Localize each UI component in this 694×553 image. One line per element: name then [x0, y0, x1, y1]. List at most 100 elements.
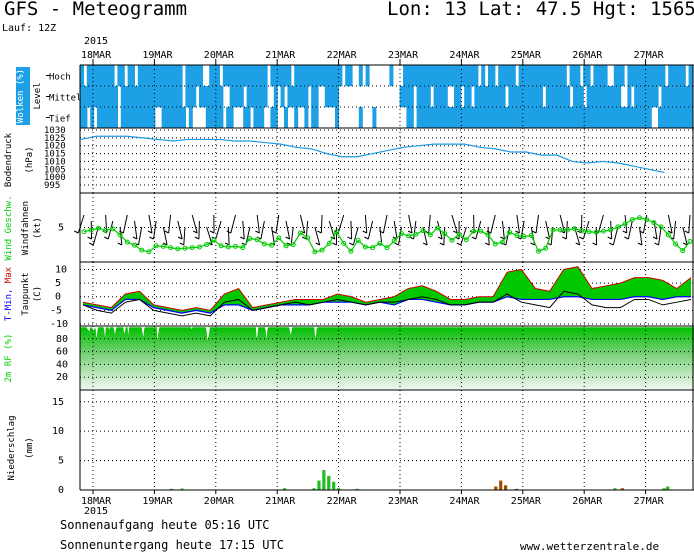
wind-barb-flag [349, 242, 354, 246]
cloud-cell [661, 65, 666, 87]
cloud-cell [556, 65, 560, 87]
cloud-cell [168, 65, 173, 87]
wind-barb-flag [271, 230, 277, 234]
cloud-cell [304, 65, 309, 87]
wind-barb [162, 226, 168, 246]
temp-tick-label: -5 [50, 305, 62, 316]
cloud-cell [552, 86, 557, 108]
cloud-cell [314, 86, 319, 108]
cloud-cell [423, 86, 428, 108]
cloud-cell [212, 107, 217, 129]
cloud-cell [603, 86, 608, 108]
wind-speed-point [456, 231, 462, 237]
cloud-cell [399, 86, 404, 108]
cloud-cell [637, 107, 642, 129]
cloud-cell [603, 107, 608, 129]
wind-speed-point [687, 239, 693, 245]
cloud-cell [219, 107, 224, 129]
cloud-cell [83, 86, 88, 108]
wind-speed-point [348, 248, 354, 254]
cloud-cell [647, 107, 652, 129]
cloud-cell [573, 107, 577, 129]
cloud-cell [488, 107, 492, 129]
wind-speed-point [637, 215, 642, 221]
cloud-cell [120, 65, 125, 87]
cloud-cell [549, 86, 554, 108]
wind-speed-point [384, 245, 390, 251]
wind-barb [516, 214, 520, 234]
cloud-cell [209, 65, 214, 87]
wind-barb-flag [119, 230, 124, 234]
wind-axis-title: Wind Geschw. [4, 195, 14, 260]
wind-barb [501, 220, 505, 240]
wind-speed-point [629, 217, 635, 223]
date-label-bottom: 25MAR [511, 496, 542, 507]
cloud-cell [192, 65, 197, 87]
cloud-cell [539, 65, 543, 87]
cloud-cell [542, 65, 547, 87]
wind-barb [148, 214, 153, 234]
cloud-cell [311, 107, 316, 129]
cloud-cell [114, 107, 118, 129]
cloud-cell [518, 86, 523, 108]
cloud-cell [613, 86, 618, 108]
cloud-cell [532, 86, 537, 108]
sunrise-text: Sonnenaufgang heute 05:16 UTC [60, 518, 270, 532]
wind-speed-point [492, 241, 498, 247]
wind-speed-point [680, 248, 686, 254]
wind-speed-point [586, 229, 592, 235]
cloud-cell [250, 86, 254, 108]
temp-axis-title-max: Max [4, 266, 14, 283]
wind-barb-flag [530, 242, 535, 246]
cloud-cell [596, 86, 601, 108]
wind-barb [134, 220, 138, 240]
cloud-cell [678, 86, 683, 108]
wind-speed-point [564, 227, 570, 233]
cloud-cell [671, 65, 676, 87]
cloud-cell [182, 107, 186, 129]
wind-barb-flag [255, 230, 260, 234]
cloud-cell [253, 86, 258, 108]
cloud-cell [127, 65, 132, 87]
wind-speed-point [189, 245, 195, 251]
cloud-cell [457, 86, 462, 108]
wind-speed-point [95, 225, 101, 231]
cloud-cell [559, 65, 564, 87]
cloud-cell [131, 107, 135, 129]
date-label-top: 26MAR [572, 50, 603, 61]
wind-barb-flag [622, 230, 628, 234]
cloud-cell [420, 107, 424, 129]
cloud-cell [219, 86, 224, 108]
cloud-cell [124, 107, 129, 129]
cloud-cell [583, 65, 588, 87]
cloud-cell [409, 86, 414, 108]
cloud-cell [671, 86, 676, 108]
wind-speed-point [615, 224, 621, 230]
cloud-cell [556, 86, 560, 108]
cloud-cell [596, 65, 601, 87]
cloud-cell [491, 86, 496, 108]
cloud-cell [508, 65, 513, 87]
cloud-cell [433, 107, 438, 129]
cloud-cell [630, 107, 635, 129]
wind-barb [191, 214, 198, 234]
cloud-cell [100, 65, 105, 87]
precip-bar [613, 488, 617, 490]
wind-speed-point [290, 242, 296, 248]
cloud-cell [443, 86, 448, 108]
cloud-cell [593, 86, 598, 108]
cloud-cell [148, 107, 152, 129]
wind-barb [198, 220, 200, 240]
cloud-cell [188, 86, 193, 108]
wind-barb-flag [285, 236, 290, 240]
cloud-cell [212, 86, 217, 108]
cloud-cell [443, 107, 448, 129]
wind-speed-point [218, 243, 224, 249]
wind-barb [473, 214, 475, 234]
cloud-cell [559, 107, 564, 129]
cloud-cell [243, 65, 248, 87]
cloud-cell [498, 86, 503, 108]
cloud-cell [528, 86, 533, 108]
cloud-cell [270, 65, 275, 87]
cloud-cell [528, 65, 533, 87]
